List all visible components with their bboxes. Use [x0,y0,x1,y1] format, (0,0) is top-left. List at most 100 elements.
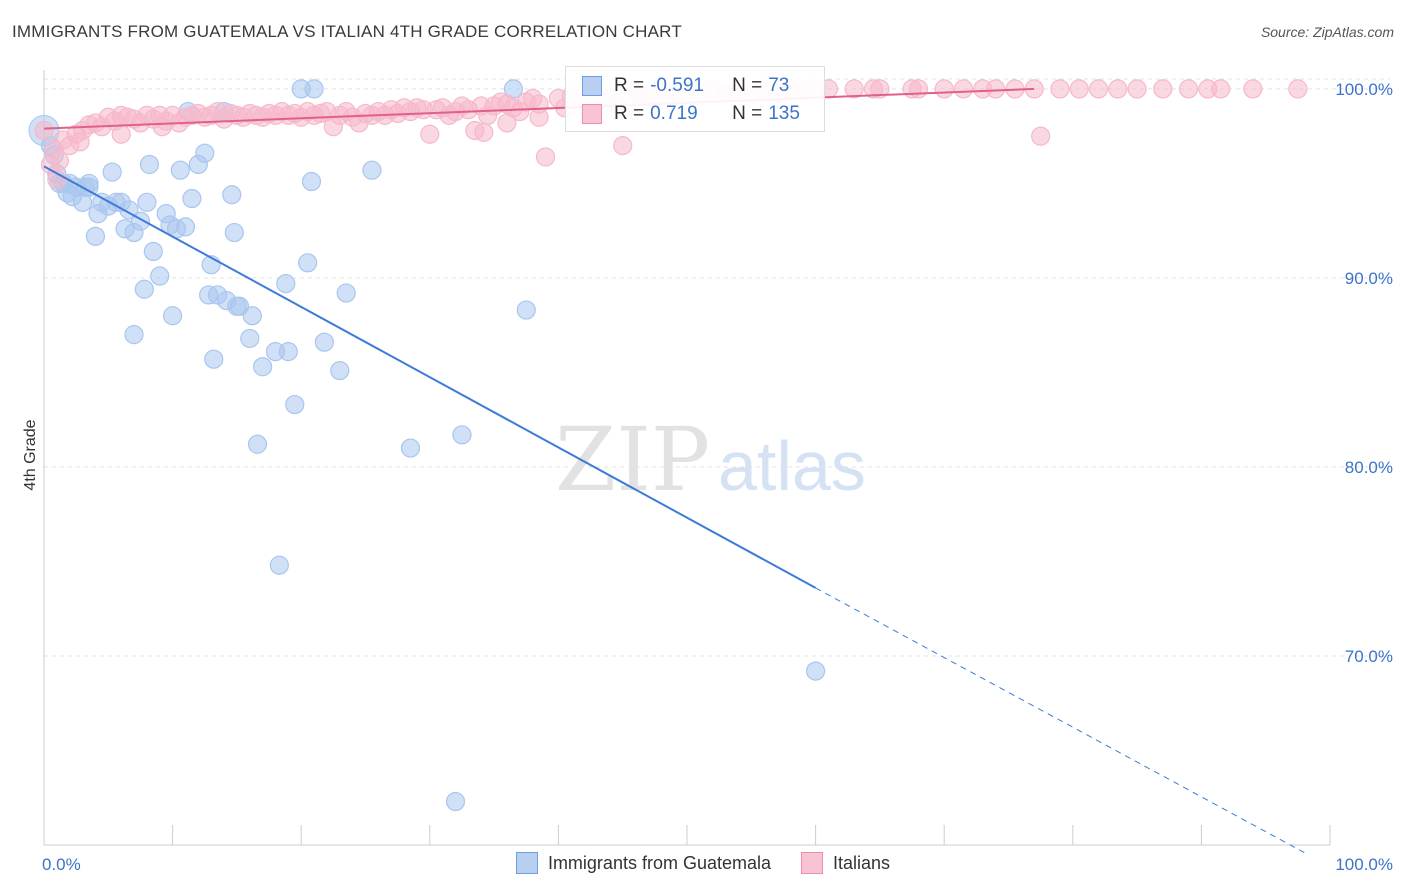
stats-n-value: 73 [768,75,790,96]
point-guatemala [304,79,324,99]
point-italians [1031,126,1051,146]
point-guatemala [137,192,157,212]
point-guatemala [222,185,242,205]
point-italians [1069,79,1089,99]
stats-r-label: R = [614,103,645,124]
point-italians [1178,79,1199,99]
point-guatemala [163,306,183,326]
point-guatemala [134,279,154,299]
trend-line-guatemala-extension [815,587,1305,854]
grid-lines [44,78,1390,657]
point-guatemala [139,154,160,175]
point-guatemala [278,342,298,362]
stats-r-value: -0.591 [650,75,704,96]
point-italians [111,124,131,144]
y-tick-label: 90.0% [1345,269,1393,288]
point-guatemala [170,160,190,180]
point-guatemala [336,283,356,303]
point-italians [1050,79,1070,99]
point-italians [152,117,172,137]
point-guatemala [124,325,144,345]
point-guatemala [805,661,826,681]
stats-r-value: 0.719 [650,103,698,124]
watermark-zip: ZIP [555,408,710,511]
x-tick-label: 100.0% [1335,855,1393,874]
point-guatemala [314,332,334,352]
point-guatemala [175,217,196,237]
point-italians [1127,79,1147,99]
point-italians [613,136,633,156]
point-italians [111,105,131,125]
point-italians [953,79,974,99]
point-italians [497,113,517,133]
point-guatemala [204,349,224,369]
point-italians [934,79,954,99]
point-guatemala [143,241,163,262]
y-axis-title: 4th Grade [22,419,39,490]
point-italians [535,147,556,167]
legend-item-guatemala[interactable]: Immigrants from Guatemala [515,852,772,874]
point-guatemala [330,360,350,381]
legend-swatch-italians [801,852,824,874]
point-guatemala [400,438,421,458]
point-guatemala [269,555,289,575]
legend-item-italians[interactable]: Italians [801,852,890,874]
point-guatemala [195,143,215,163]
stats-r-label: R = [614,75,645,96]
point-italians [1288,79,1308,99]
axes [43,70,1331,846]
point-italians [1211,79,1231,99]
point-italians [529,107,549,127]
source-note: Source: ZipAtlas.com [1260,24,1394,40]
point-italians [49,151,70,171]
watermark: ZIP atlas [555,408,866,511]
watermark-atlas: atlas [718,427,866,505]
x-tick-label: 0.0% [42,855,81,874]
point-guatemala [298,253,318,273]
stats-n-label: N = [732,75,763,96]
point-italians [844,79,864,99]
point-italians [870,79,890,99]
point-italians [474,122,494,142]
stats-row-italians: R = 0.719 N = 135 [582,102,800,126]
point-guatemala [452,425,472,445]
point-italians [1153,79,1173,99]
point-guatemala [182,188,202,209]
legend-swatch-guatemala [515,852,538,874]
point-italians [420,124,440,144]
point-guatemala [150,266,170,286]
point-guatemala [229,296,250,316]
trend-line-italians [43,87,1035,130]
legend-label-guatemala: Immigrants from Guatemala [547,852,772,873]
y-tick-label: 70.0% [1345,647,1393,666]
point-guatemala [247,434,268,454]
point-guatemala [102,162,122,182]
stats-row-guatemala: R = -0.591 N = 73 [582,74,789,98]
stats-legend: R = -0.591 N = 73 R = 0.719 N = 135 [565,66,825,132]
point-italians [986,79,1006,99]
trend-lines [43,87,1305,854]
y-tick-label: 100.0% [1335,80,1393,99]
point-guatemala [242,306,262,326]
point-guatemala [276,273,296,294]
point-italians [34,120,54,141]
point-guatemala [85,226,106,246]
point-italians [70,132,90,152]
axis-labels: 70.0% 80.0% 90.0% 100.0% 0.0% 100.0% 4th Grade [22,80,1393,874]
y-tick-label: 80.0% [1345,458,1393,477]
legend-label-italians: Italians [833,852,891,873]
stats-swatch-italians [582,104,602,124]
point-guatemala [362,160,382,180]
point-italians [1088,79,1109,99]
point-guatemala [253,357,273,377]
point-guatemala [301,171,322,192]
point-italians [908,79,929,99]
point-italians [1243,79,1263,99]
point-guatemala [516,300,536,320]
point-guatemala [445,791,466,812]
trend-line-guatemala [43,165,817,589]
stats-swatch-guatemala [582,76,602,96]
point-guatemala [224,222,244,243]
stats-n-label: N = [732,103,763,124]
